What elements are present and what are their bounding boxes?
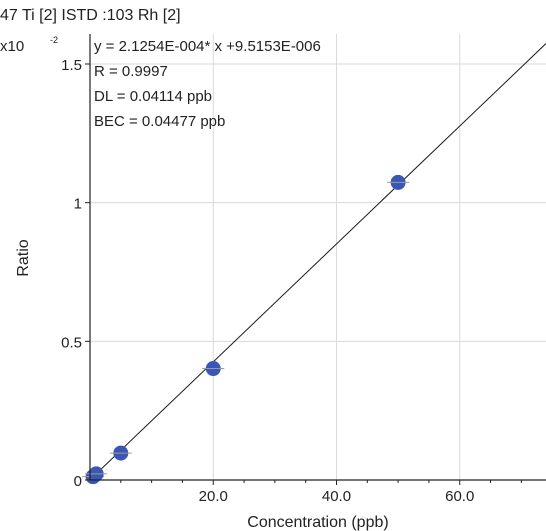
y-tick-label: 0 (74, 473, 82, 490)
data-points (82, 174, 410, 485)
fit-line (89, 43, 546, 481)
x-axis-label: Concentration (ppb) (247, 514, 388, 531)
y-multiplier-exponent: -2 (50, 35, 58, 45)
x-tick-label: 20.0 (199, 488, 228, 505)
y-multiplier: x10 (0, 38, 24, 55)
y-tick-label: 1.5 (61, 57, 82, 74)
fit-line-group (89, 43, 546, 481)
x-tick-label: 40.0 (322, 488, 351, 505)
equation-annotation: y = 2.1254E-004* x +9.5153E-006 (94, 38, 321, 55)
bec-annotation: BEC = 0.04477 ppb (94, 113, 225, 130)
x-tick-label: 60.0 (445, 488, 474, 505)
r-annotation: R = 0.9997 (94, 63, 168, 80)
y-tick-label: 1 (74, 196, 82, 213)
axes (85, 34, 546, 485)
y-axis-label: Ratio (15, 239, 32, 276)
tick-labels: 20.0 40.0 60.0 0 0.5 1 1.5 (61, 57, 474, 505)
grid-lines (90, 34, 546, 480)
y-tick-label: 0.5 (61, 334, 82, 351)
dl-annotation: DL = 0.04114 ppb (94, 88, 212, 105)
chart-title: 47 Ti [2] ISTD :103 Rh [2] (0, 7, 181, 24)
